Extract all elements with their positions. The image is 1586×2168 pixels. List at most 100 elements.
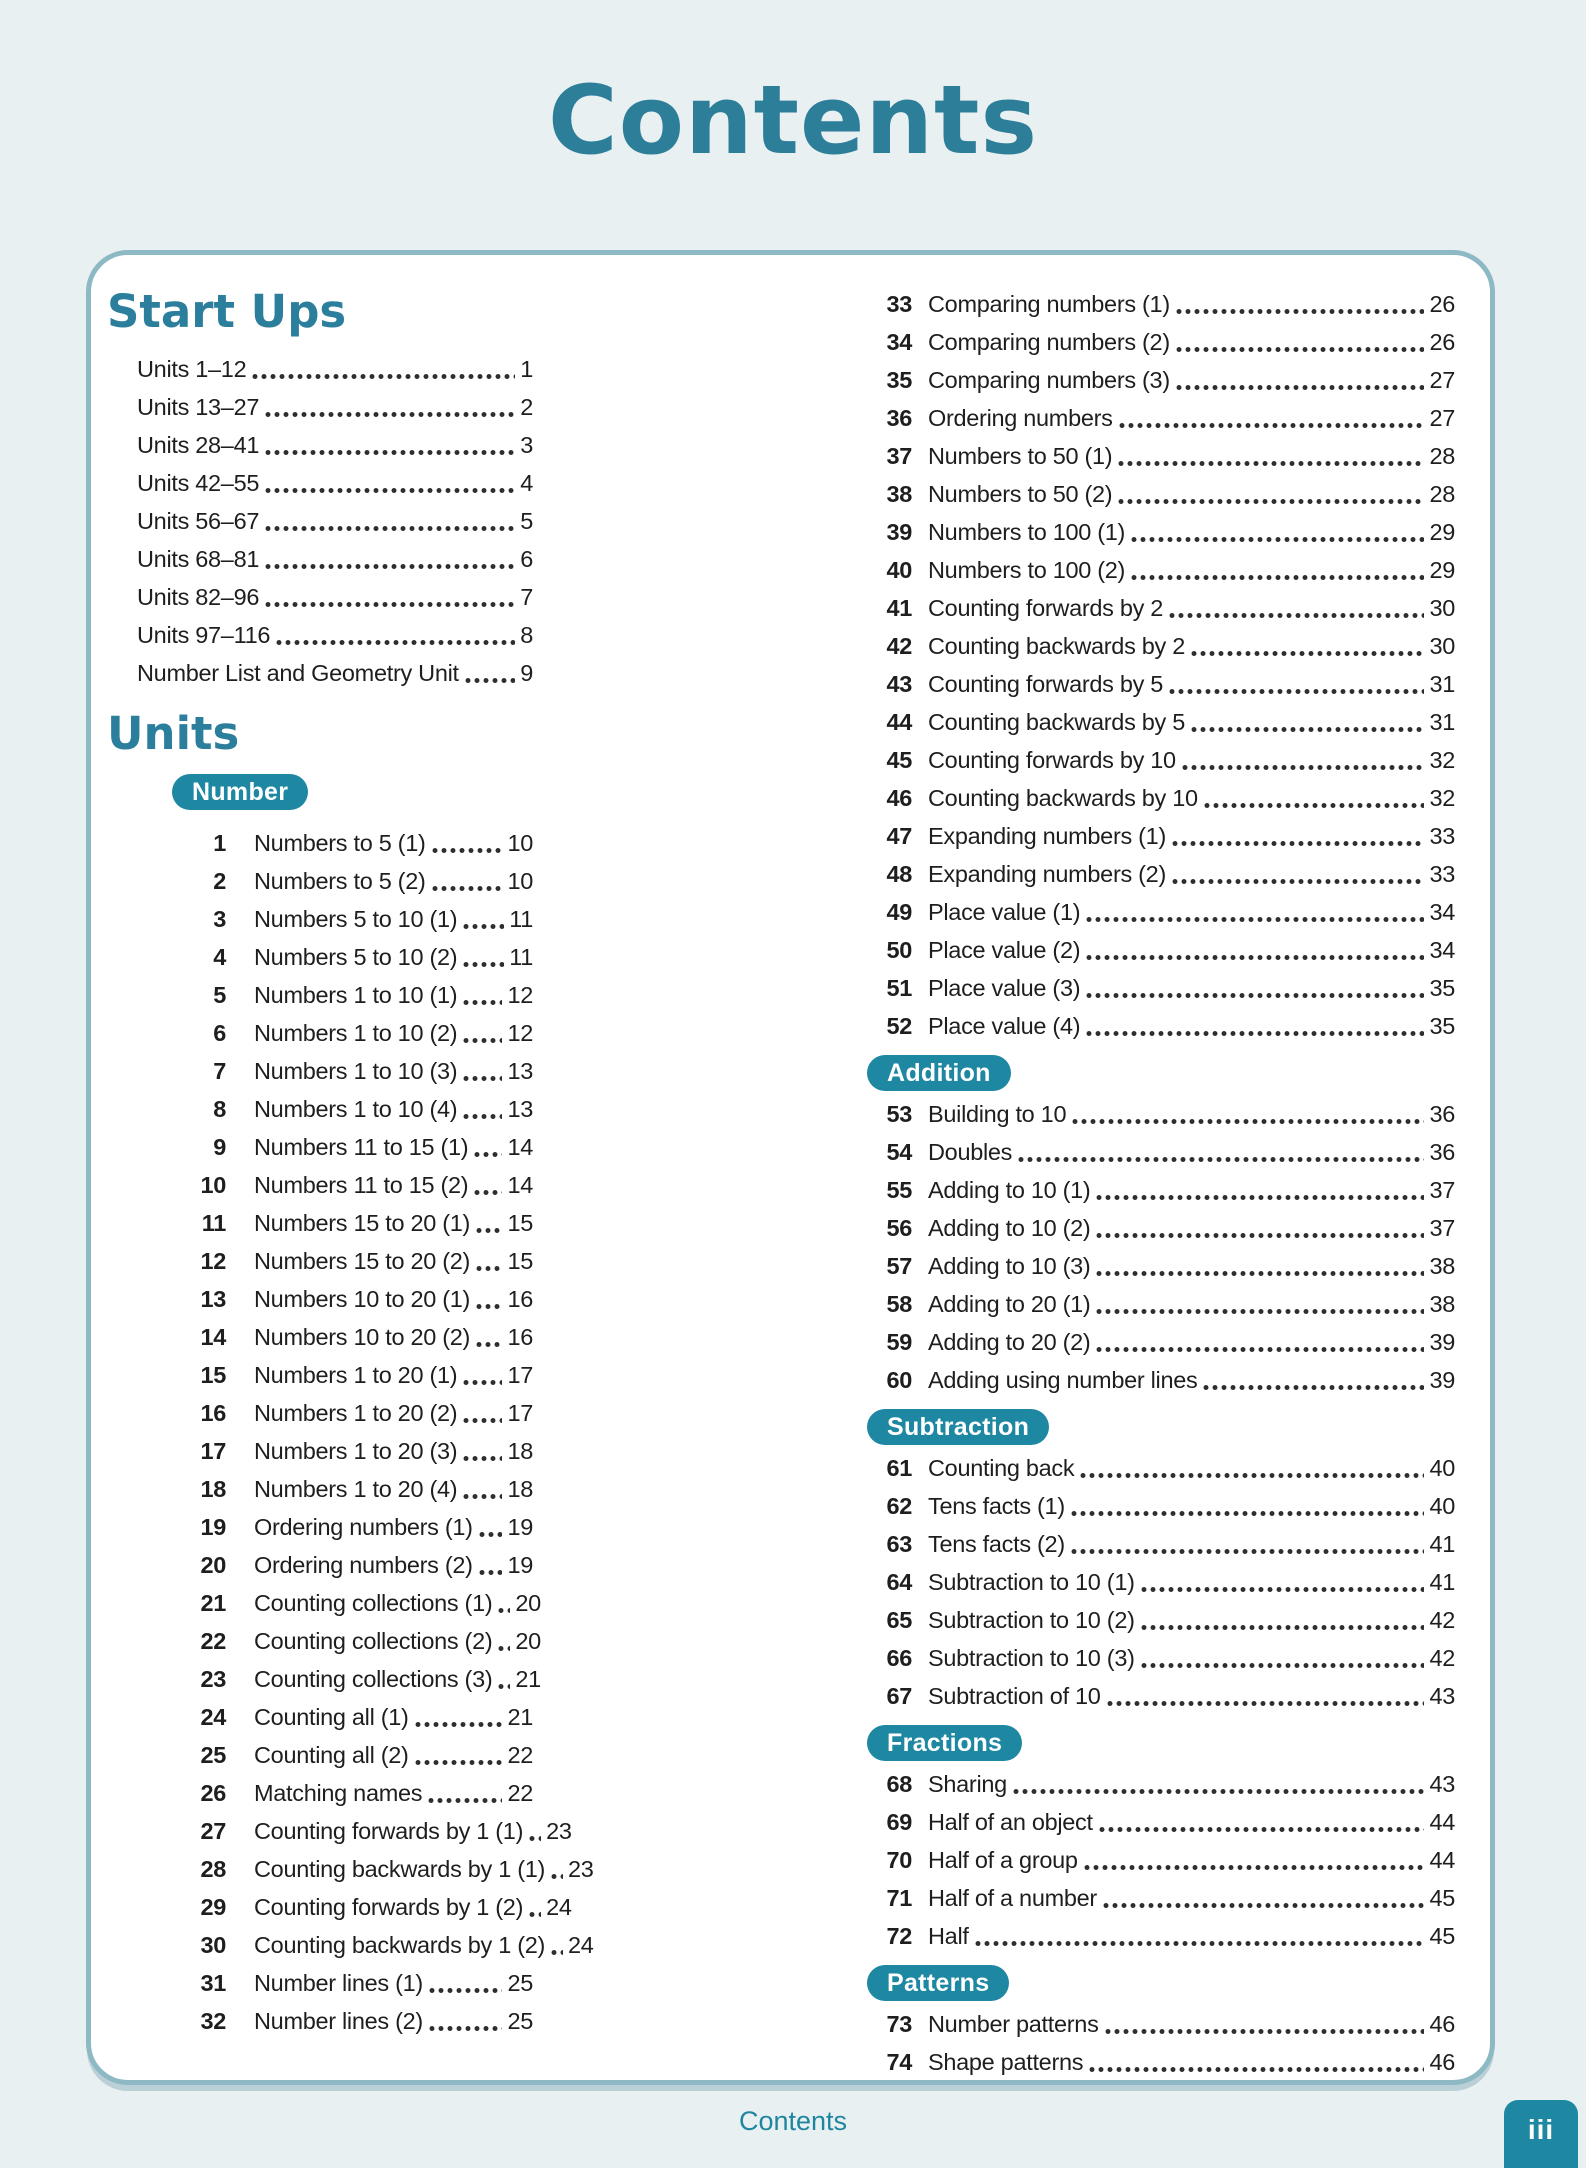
unit-number: 24 xyxy=(200,1704,226,1730)
unit-number: 44 xyxy=(886,709,912,735)
unit-number: 21 xyxy=(200,1590,226,1616)
entry-page-number: 24 xyxy=(546,1894,572,1920)
entry-page-number: 25 xyxy=(507,2008,533,2034)
dotted-leader xyxy=(1089,2066,1425,2073)
toc-row: 49 Place value (1) 34 xyxy=(861,893,1455,931)
unit-number: 28 xyxy=(200,1856,226,1882)
entry-page-number: 32 xyxy=(1429,747,1455,773)
entry-title: Expanding numbers (1) xyxy=(928,823,1166,849)
entry-page-number: 33 xyxy=(1429,861,1455,887)
entry-title: Numbers 1 to 20 (3) xyxy=(254,1438,458,1464)
entry-title: Ordering numbers xyxy=(928,405,1113,431)
unit-number: 1 xyxy=(213,830,226,856)
entry-page-number: 36 xyxy=(1429,1139,1455,1165)
entry-title: Counting all (2) xyxy=(254,1742,409,1768)
unit-number: 11 xyxy=(201,1210,227,1236)
dotted-leader xyxy=(276,639,516,646)
entry-title: Place value (2) xyxy=(928,937,1081,963)
dotted-leader xyxy=(428,1987,503,1994)
unit-number: 7 xyxy=(213,1058,226,1084)
dotted-leader xyxy=(265,449,516,456)
unit-number: 47 xyxy=(886,823,912,849)
dotted-leader xyxy=(1190,726,1425,733)
entry-title: Numbers 1 to 10 (2) xyxy=(254,1020,458,1046)
entry-page-number: 18 xyxy=(507,1476,533,1502)
dotted-leader xyxy=(1012,1788,1425,1795)
unit-number: 15 xyxy=(200,1362,226,1388)
entry-page-number: 14 xyxy=(507,1172,533,1198)
toc-row: 39 Numbers to 100 (1) 29 xyxy=(861,513,1455,551)
entry-page-number: 34 xyxy=(1429,937,1455,963)
dotted-leader xyxy=(463,923,505,930)
entry-page-number: 46 xyxy=(1429,2049,1455,2075)
entry-title: Counting back xyxy=(928,1455,1075,1481)
toc-row: 4 Numbers 5 to 10 (2) 11 xyxy=(137,938,533,976)
unit-number: 64 xyxy=(886,1569,912,1595)
entry-page-number: 41 xyxy=(1429,1569,1455,1595)
entry-title: Numbers 1 to 20 (1) xyxy=(254,1362,458,1388)
unit-number: 14 xyxy=(200,1324,226,1350)
toc-row: 19 Ordering numbers (1) 19 xyxy=(137,1508,533,1546)
entry-title: Half of an object xyxy=(928,1809,1093,1835)
entry-page-number: 38 xyxy=(1429,1291,1455,1317)
entry-title: Doubles xyxy=(928,1139,1013,1165)
entry-page-number: 34 xyxy=(1429,899,1455,925)
entry-page-number: 37 xyxy=(1429,1215,1455,1241)
category-badge-fractions: Fractions xyxy=(867,1725,1023,1761)
entry-page-number: 9 xyxy=(520,660,533,686)
entry-title: Counting backwards by 1 (2) xyxy=(254,1932,546,1958)
dotted-leader xyxy=(265,563,516,570)
entry-title: Counting forwards by 1 (2) xyxy=(254,1894,524,1920)
start-ups-list: Units 1–12 1 Units 13–27 2 Units 28–41 3 Units… xyxy=(107,350,537,692)
dotted-leader xyxy=(1140,1624,1425,1631)
toc-row: 62 Tens facts (1) 40 xyxy=(861,1487,1455,1525)
entry-page-number: 41 xyxy=(1429,1531,1455,1557)
entry-title: Counting forwards by 1 (1) xyxy=(254,1818,524,1844)
entry-title: Ordering numbers (2) xyxy=(254,1552,473,1578)
entry-title: Comparing numbers (1) xyxy=(928,291,1170,317)
toc-left-column: Start Ups Units 1–12 1 Units 13–27 2 Units 2… xyxy=(107,255,594,2040)
entry-title: Numbers 10 to 20 (1) xyxy=(254,1286,471,1312)
toc-row: Units 1–12 1 xyxy=(137,350,533,388)
category-badge-number: Number xyxy=(172,774,309,810)
toc-row: 55 Adding to 10 (1) 37 xyxy=(861,1171,1455,1209)
unit-number: 39 xyxy=(886,519,912,545)
dotted-leader xyxy=(529,1911,542,1918)
dotted-leader xyxy=(414,1721,503,1728)
entry-page-number: 20 xyxy=(515,1628,541,1654)
toc-row: 48 Expanding numbers (2) 33 xyxy=(861,855,1455,893)
toc-row: 17 Numbers 1 to 20 (3) 18 xyxy=(137,1432,533,1470)
toc-rows-group: 61 Counting back 40 62 Tens facts (1) 40 63 Ten… xyxy=(861,1449,1457,1715)
toc-row: 11 Numbers 15 to 20 (1) 15 xyxy=(137,1204,534,1242)
unit-number: 19 xyxy=(200,1514,226,1540)
entry-page-number: 24 xyxy=(568,1932,594,1958)
entry-title: Subtraction of 10 xyxy=(928,1683,1101,1709)
dotted-leader xyxy=(463,1113,503,1120)
dotted-leader xyxy=(1018,1156,1425,1163)
entry-page-number: 19 xyxy=(507,1514,533,1540)
entry-title: Numbers 1 to 20 (4) xyxy=(254,1476,458,1502)
unit-number: 51 xyxy=(886,975,912,1001)
entry-title: Numbers to 5 (1) xyxy=(254,830,426,856)
dotted-leader xyxy=(498,1683,511,1690)
entry-page-number: 23 xyxy=(568,1856,594,1882)
unit-number: 40 xyxy=(886,557,912,583)
entry-title: Counting forwards by 5 xyxy=(928,671,1164,697)
unit-number: 68 xyxy=(886,1771,912,1797)
toc-row: 45 Counting forwards by 10 32 xyxy=(861,741,1455,779)
entry-title: Counting collections (3) xyxy=(254,1666,493,1692)
entry-page-number: 17 xyxy=(507,1362,533,1388)
toc-row: 52 Place value (4) 35 xyxy=(861,1007,1455,1045)
toc-row: 59 Adding to 20 (2) 39 xyxy=(861,1323,1455,1361)
toc-row: 53 Building to 10 36 xyxy=(861,1095,1455,1133)
toc-row: 5 Numbers 1 to 10 (1) 12 xyxy=(137,976,533,1014)
dotted-leader xyxy=(1070,1548,1425,1555)
unit-number: 42 xyxy=(886,633,912,659)
dotted-leader xyxy=(463,1379,503,1386)
dotted-leader xyxy=(1175,346,1425,353)
entry-page-number: 12 xyxy=(507,982,533,1008)
toc-row: 6 Numbers 1 to 10 (2) 12 xyxy=(137,1014,533,1052)
entry-title: Subtraction to 10 (2) xyxy=(928,1607,1135,1633)
toc-row: 14 Numbers 10 to 20 (2) 16 xyxy=(137,1318,533,1356)
